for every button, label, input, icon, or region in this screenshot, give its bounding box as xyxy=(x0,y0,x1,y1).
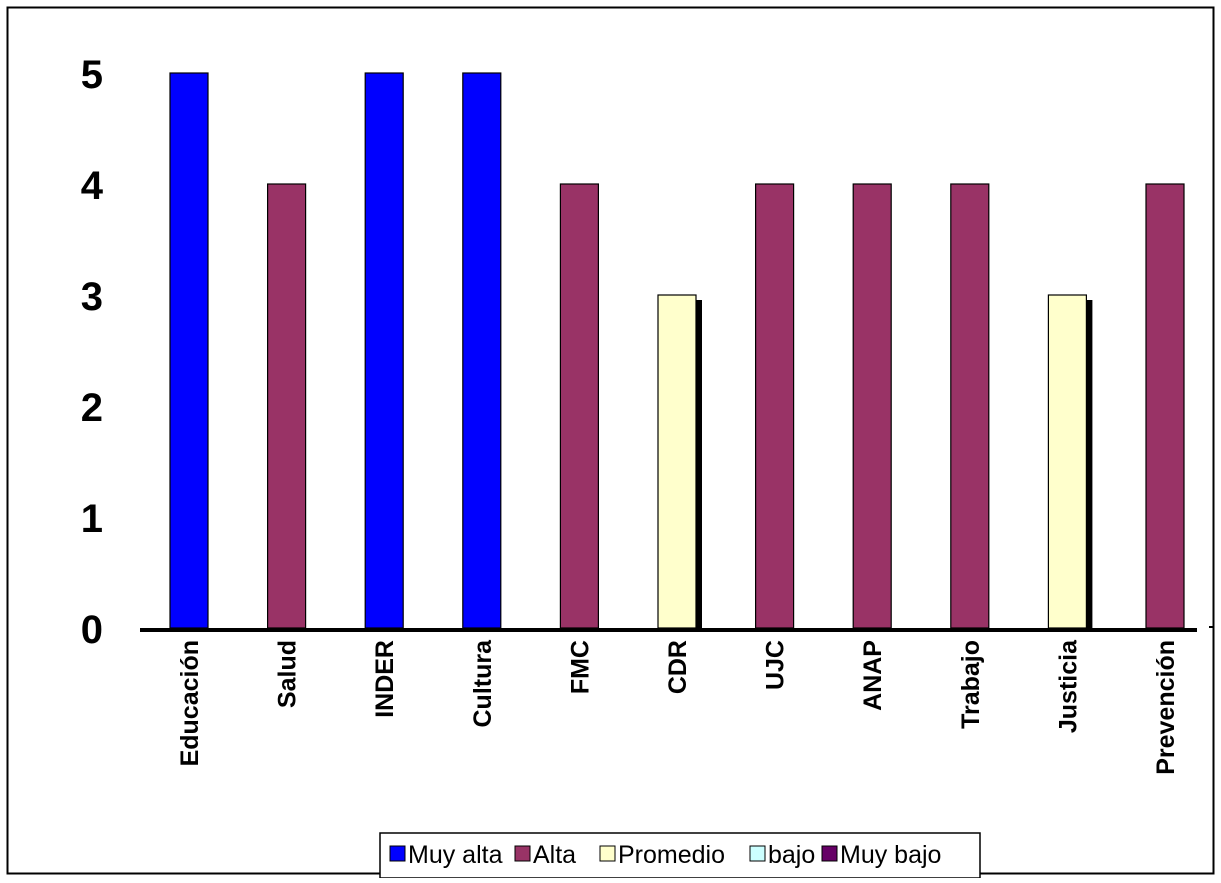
bar-anap xyxy=(852,183,892,629)
legend-label-alta: Alta xyxy=(533,841,576,869)
y-tick-label: 0 xyxy=(81,608,103,652)
legend-swatch-promedio xyxy=(599,845,616,862)
bar-inder xyxy=(364,72,404,629)
bar-educacion xyxy=(169,72,209,629)
bar-justicia xyxy=(1047,294,1088,629)
y-tick-label: 5 xyxy=(81,53,103,97)
x-tick-label: FMC xyxy=(566,640,594,694)
legend-swatch-bajo xyxy=(749,845,766,862)
bar-salud xyxy=(267,183,307,629)
bar-trabajo xyxy=(950,183,990,629)
bar-fmc xyxy=(559,183,600,629)
x-tick-label: Justicia xyxy=(1054,639,1082,733)
x-tick-label: UJC xyxy=(762,640,790,690)
y-tick-label: 2 xyxy=(81,386,103,430)
bar-cdr xyxy=(657,294,697,629)
x-tick-label: Salud xyxy=(274,640,302,708)
x-tick-label: Cultura xyxy=(469,639,497,728)
legend-swatch-muy-bajo xyxy=(821,845,838,862)
legend-label-muy-bajo: Muy bajo xyxy=(840,841,941,869)
x-tick-label: Trabajo xyxy=(957,640,985,729)
legend-label-muy-alta: Muy alta xyxy=(408,841,503,869)
x-tick-label: Educación xyxy=(176,640,204,766)
legend: Muy alta Alta Promedio bajo Muy bajo xyxy=(379,832,981,879)
legend-swatch-muy-alta xyxy=(389,845,406,862)
legend-label-bajo: bajo xyxy=(768,841,815,869)
y-tick-label: 3 xyxy=(81,275,103,319)
x-tick-label: INDER xyxy=(371,640,399,718)
y-tick-label: 4 xyxy=(81,164,104,208)
x-tick-label: ANAP xyxy=(859,640,887,711)
bar-cultura xyxy=(462,72,502,629)
bar-prevencion xyxy=(1145,183,1185,629)
legend-swatch-alta xyxy=(514,845,531,862)
legend-label-promedio: Promedio xyxy=(618,841,725,869)
x-tick-label: Prevención xyxy=(1152,640,1180,775)
bar-ujc xyxy=(754,183,795,629)
x-tick-label: CDR xyxy=(664,640,692,694)
y-tick-label: 1 xyxy=(81,497,103,541)
